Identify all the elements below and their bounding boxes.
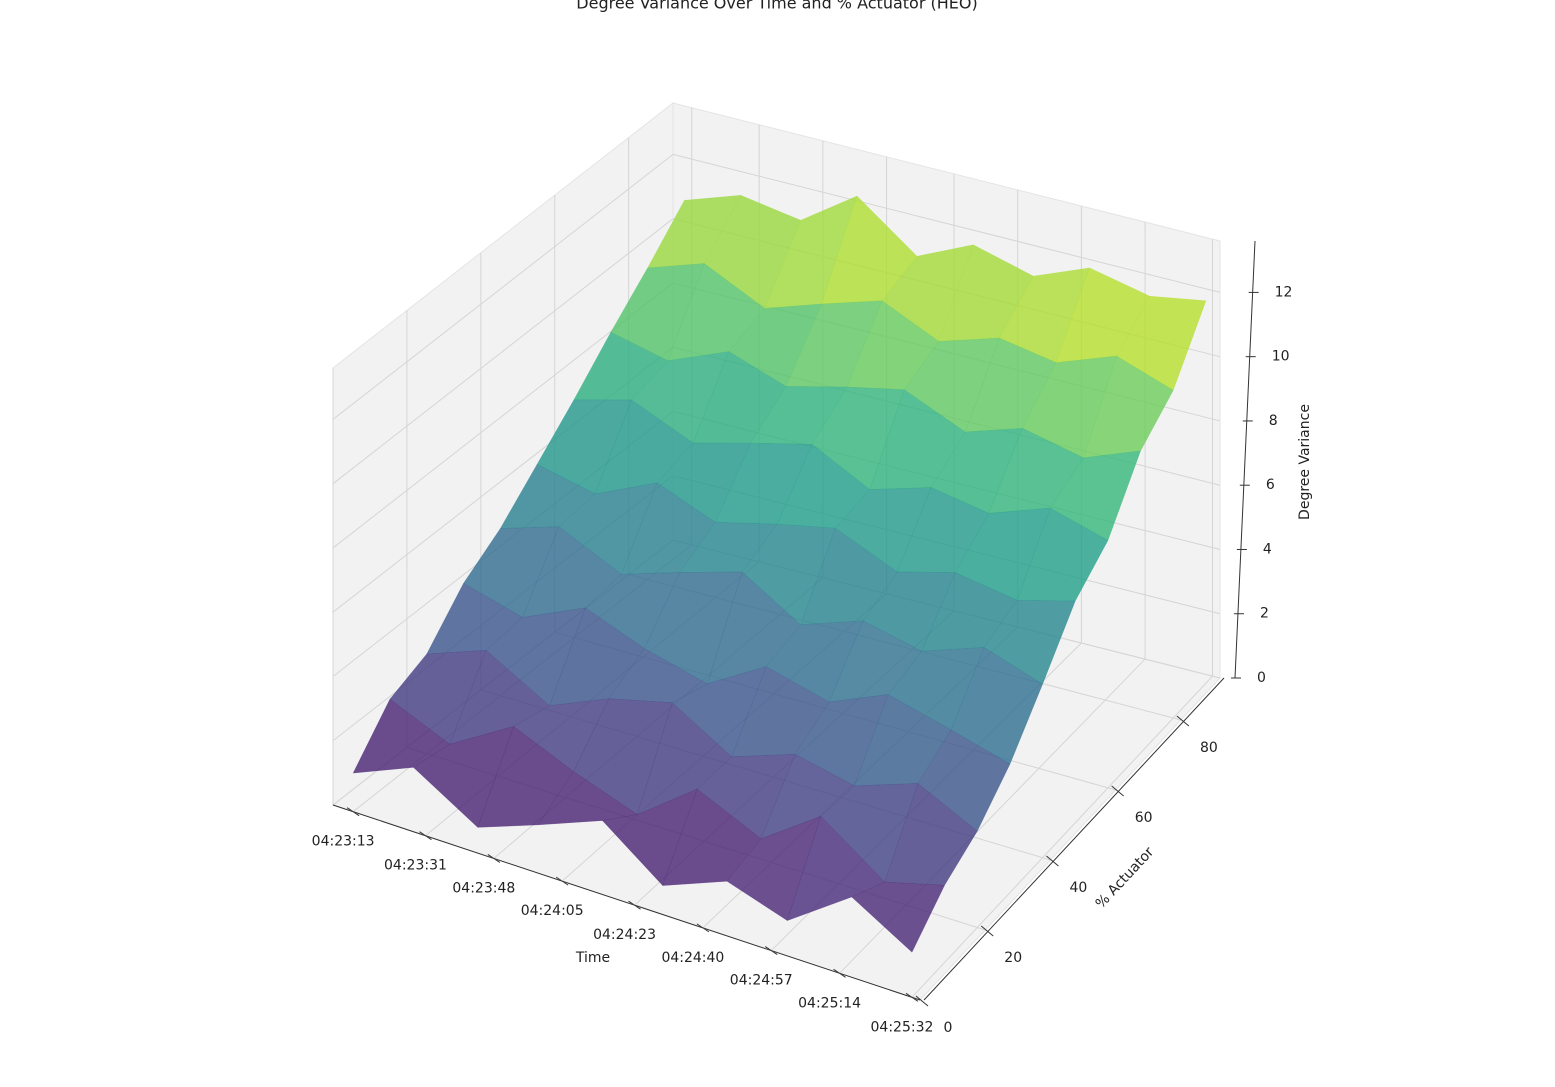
y-axis-label: % Actuator [1093,844,1158,912]
grid-line [672,153,1221,293]
z-tick-label: 6 [1266,477,1275,493]
z-axis-label: Degree Variance [1297,404,1313,520]
y-axis-line [923,677,1225,1001]
z-tick-label: 2 [1260,606,1269,622]
z-axis-line [1234,240,1256,679]
y-tick-label: 20 [1004,950,1022,966]
x-tick-label: 04:25:14 [798,995,861,1011]
y-tick-label: 40 [1070,880,1088,896]
x-tick-label: 04:24:23 [593,927,656,943]
x-tick-label: 04:23:31 [384,858,447,874]
x-tick-label: 04:25:32 [871,1019,934,1035]
x-tick-label: 04:24:57 [730,973,793,989]
z-tick-label: 0 [1257,670,1266,686]
surface-patch [1049,450,1141,541]
z-tick-label: 10 [1272,349,1290,365]
surface-patch [851,881,945,953]
x-tick-label: 04:23:48 [452,880,515,896]
y-tick [1046,855,1059,867]
z-tick-label: 8 [1269,413,1278,429]
y-tick-label: 80 [1200,740,1218,756]
x-tick-label: 04:24:05 [521,903,584,919]
grid-line [332,218,674,485]
y-tick-label: 0 [944,1020,953,1036]
grid-line [332,154,674,420]
y-tick [980,925,994,937]
y-tick [915,995,929,1007]
y-tick-label: 60 [1135,810,1153,826]
x-tick-label: 04:23:13 [312,834,375,850]
x-axis-label: Time [575,950,610,966]
x-axis-line [332,804,921,1001]
grid-line [911,675,1213,998]
surface-patch [1083,355,1174,459]
y-tick [1176,715,1190,727]
chart-title: Degree Variance Over Time and % Actuator… [576,0,977,13]
z-tick-label: 12 [1275,284,1293,300]
y-tick [1111,785,1124,797]
x-tick-label: 04:24:40 [661,950,724,966]
z-tick-label: 4 [1263,541,1272,557]
